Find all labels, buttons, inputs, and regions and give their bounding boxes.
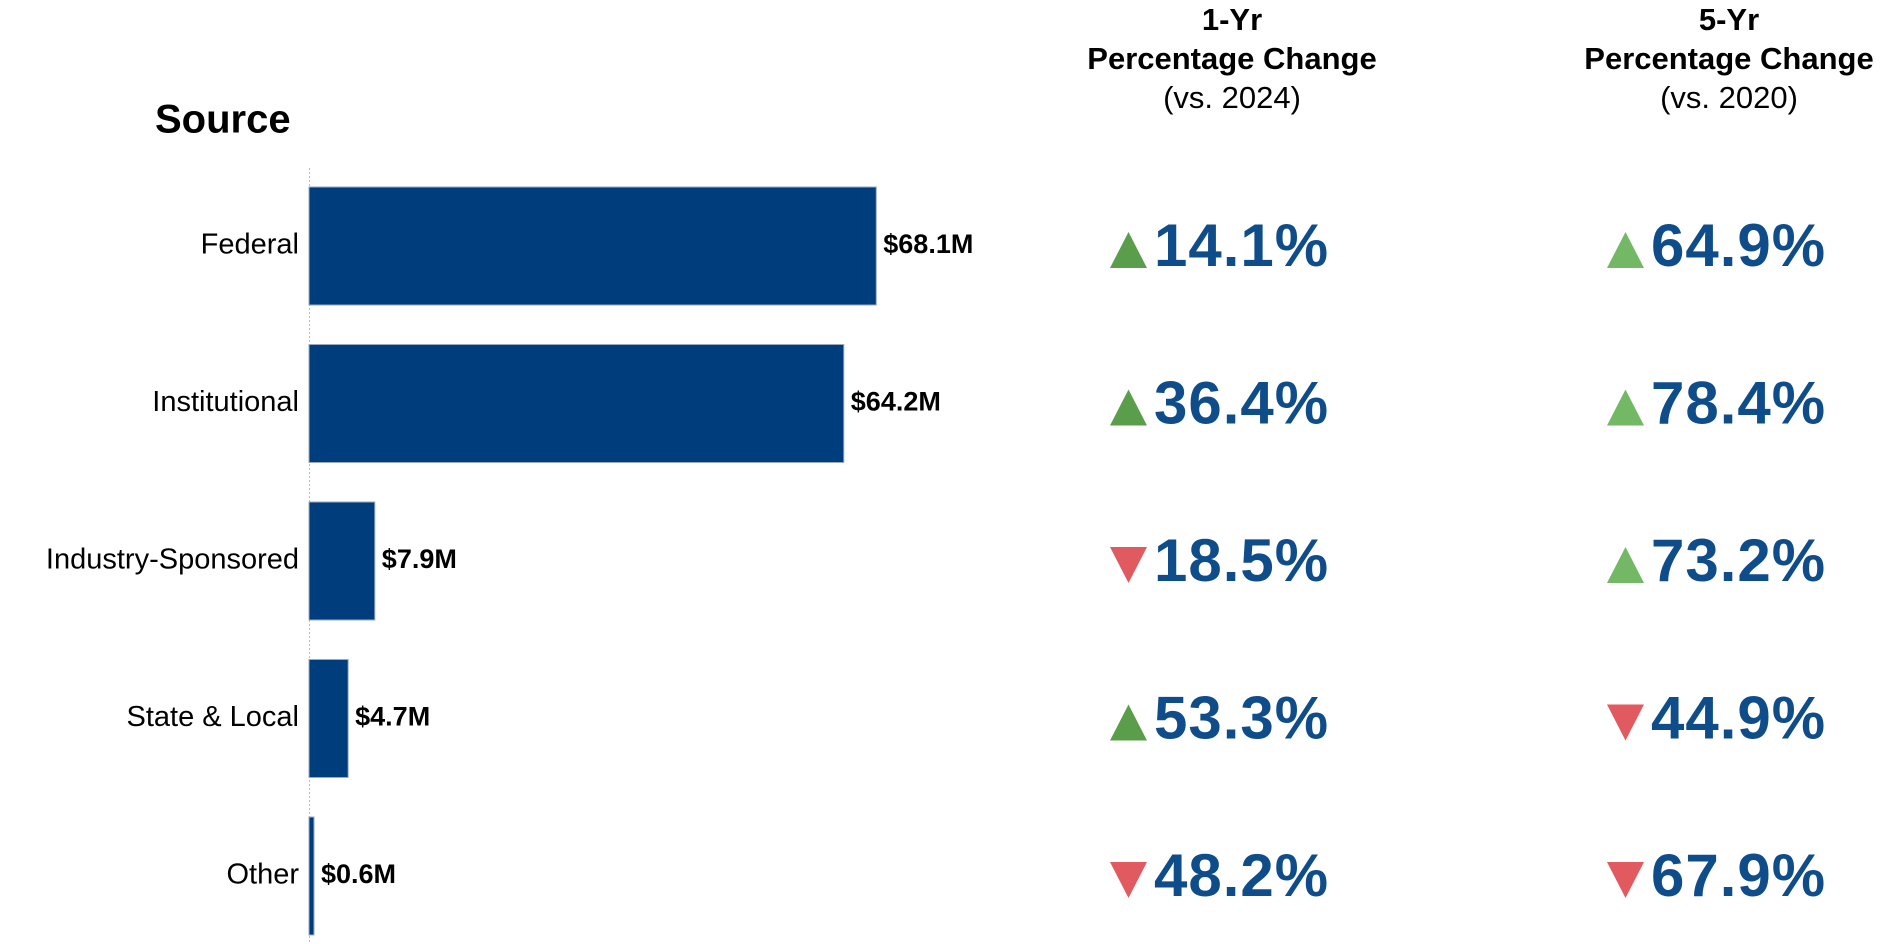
percent-change: 73.2% bbox=[1651, 527, 1826, 594]
category-label: Institutional bbox=[152, 386, 299, 418]
category-label: Federal bbox=[201, 229, 299, 261]
category-label: Industry-Sponsored bbox=[46, 544, 299, 576]
column-header: (vs. 2024) bbox=[1163, 80, 1301, 115]
bar bbox=[308, 344, 845, 463]
value-label: $4.7M bbox=[355, 702, 430, 732]
percent-change: 67.9% bbox=[1651, 842, 1826, 909]
up-arrow bbox=[1110, 704, 1147, 741]
category-label: State & Local bbox=[127, 701, 300, 733]
percent-change: 18.5% bbox=[1154, 527, 1329, 594]
value-label: $7.9M bbox=[382, 544, 457, 574]
percent-change: 64.9% bbox=[1651, 212, 1826, 279]
chart-title: Source bbox=[155, 98, 291, 142]
percent-change: 44.9% bbox=[1651, 684, 1826, 751]
up-arrow bbox=[1110, 232, 1147, 268]
bar bbox=[308, 186, 877, 306]
up-arrow bbox=[1110, 389, 1147, 426]
down-arrow bbox=[1110, 862, 1147, 898]
column-header: (vs. 2020) bbox=[1660, 80, 1798, 115]
value-label: $68.1M bbox=[883, 229, 973, 259]
bar bbox=[308, 501, 376, 621]
bar bbox=[308, 816, 315, 936]
down-arrow bbox=[1607, 862, 1644, 898]
up-arrow bbox=[1607, 547, 1644, 583]
value-label: $64.2M bbox=[851, 387, 941, 417]
value-label: $0.6M bbox=[321, 859, 396, 889]
column-header: Percentage Change bbox=[1584, 41, 1873, 76]
down-arrow bbox=[1607, 704, 1644, 741]
percent-change: 48.2% bbox=[1154, 842, 1329, 909]
category-label: Other bbox=[226, 859, 299, 891]
percent-change: 14.1% bbox=[1154, 212, 1329, 279]
column-header: 1-Yr bbox=[1202, 2, 1262, 37]
percent-change: 36.4% bbox=[1154, 369, 1329, 436]
down-arrow bbox=[1110, 547, 1147, 583]
up-arrow bbox=[1607, 232, 1644, 268]
column-header: Percentage Change bbox=[1087, 41, 1376, 76]
percent-change: 53.3% bbox=[1154, 684, 1329, 751]
column-header: 5-Yr bbox=[1699, 2, 1759, 37]
up-arrow bbox=[1607, 389, 1644, 426]
bar bbox=[308, 659, 349, 778]
percent-change: 78.4% bbox=[1651, 369, 1826, 436]
